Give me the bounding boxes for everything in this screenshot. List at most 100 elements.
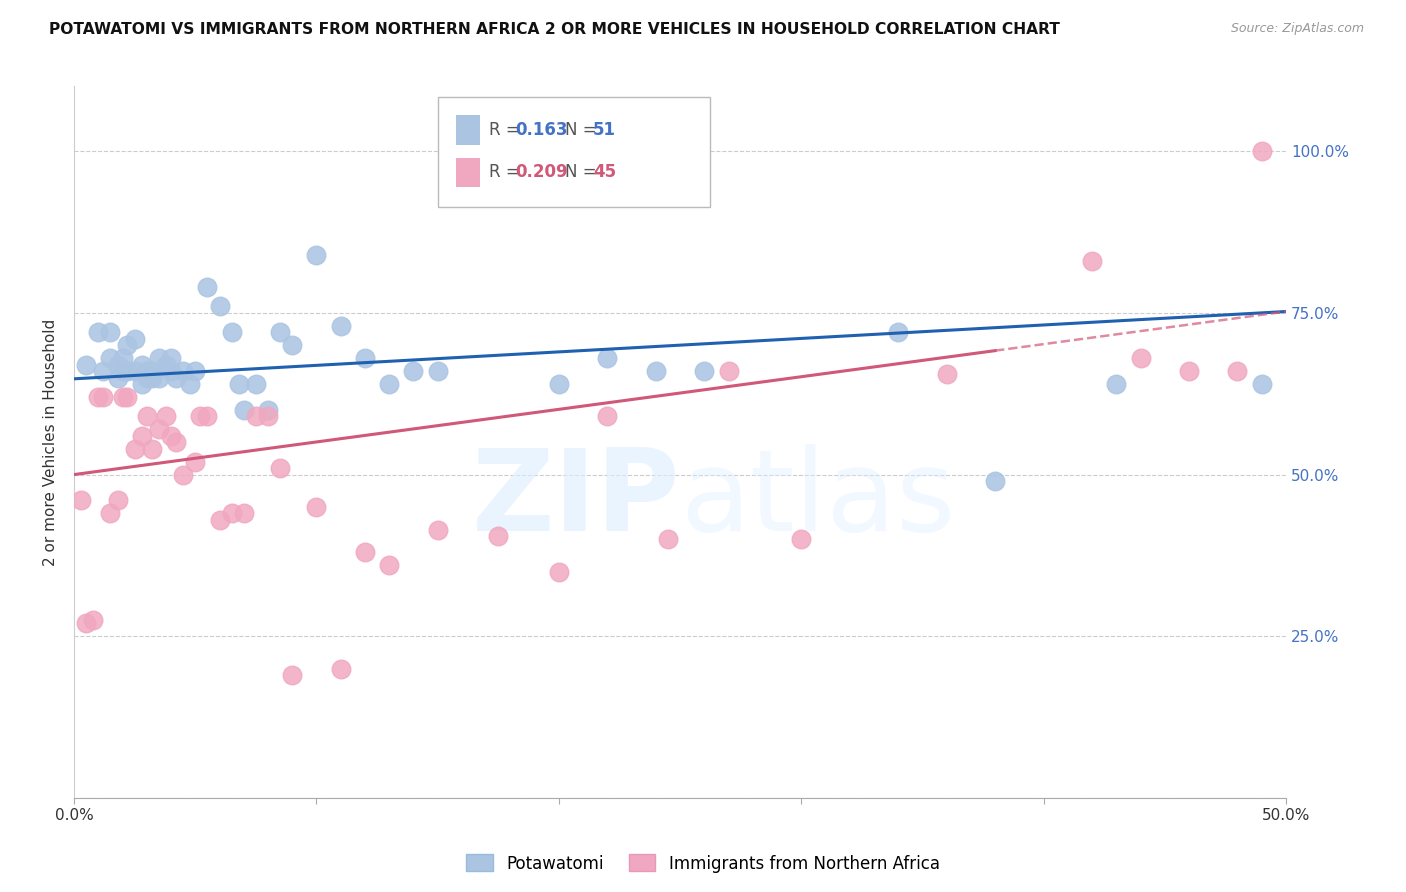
Point bbox=[82, 613, 104, 627]
Point bbox=[148, 351, 170, 365]
FancyBboxPatch shape bbox=[456, 115, 479, 145]
Point bbox=[70, 493, 93, 508]
Point bbox=[221, 325, 243, 339]
Text: 51: 51 bbox=[593, 120, 616, 139]
Point bbox=[1105, 376, 1128, 391]
Point bbox=[124, 364, 146, 378]
FancyBboxPatch shape bbox=[456, 158, 479, 187]
Point bbox=[124, 442, 146, 456]
Point bbox=[1226, 364, 1249, 378]
Point bbox=[657, 533, 679, 547]
Point bbox=[165, 370, 187, 384]
Point bbox=[547, 565, 569, 579]
Point bbox=[305, 247, 328, 261]
Point bbox=[107, 370, 129, 384]
Point bbox=[232, 507, 254, 521]
Text: N =: N = bbox=[565, 120, 602, 139]
Point bbox=[1081, 254, 1104, 268]
Point bbox=[197, 280, 219, 294]
Point bbox=[148, 422, 170, 436]
Text: R =: R = bbox=[488, 120, 524, 139]
Point bbox=[141, 370, 163, 384]
Point bbox=[100, 325, 122, 339]
Text: Source: ZipAtlas.com: Source: ZipAtlas.com bbox=[1230, 22, 1364, 36]
Point bbox=[141, 364, 163, 378]
Point bbox=[131, 376, 153, 391]
Text: R =: R = bbox=[488, 163, 524, 181]
Point bbox=[155, 358, 177, 372]
Point bbox=[1250, 144, 1272, 158]
Point bbox=[117, 364, 139, 378]
Point bbox=[111, 364, 134, 378]
Text: POTAWATOMI VS IMMIGRANTS FROM NORTHERN AFRICA 2 OR MORE VEHICLES IN HOUSEHOLD CO: POTAWATOMI VS IMMIGRANTS FROM NORTHERN A… bbox=[49, 22, 1060, 37]
Point bbox=[305, 500, 328, 514]
Point bbox=[208, 513, 231, 527]
Point bbox=[329, 318, 352, 333]
Point bbox=[75, 358, 97, 372]
Point bbox=[245, 409, 267, 424]
Text: 45: 45 bbox=[593, 163, 616, 181]
Point bbox=[160, 428, 183, 442]
Point bbox=[790, 533, 813, 547]
Point bbox=[354, 351, 377, 365]
Point bbox=[486, 529, 509, 543]
Point bbox=[197, 409, 219, 424]
Point bbox=[1129, 351, 1152, 365]
Text: ZIP: ZIP bbox=[471, 443, 681, 555]
Point bbox=[547, 376, 569, 391]
Point bbox=[354, 545, 377, 559]
Point bbox=[111, 351, 134, 365]
Point bbox=[117, 338, 139, 352]
Point bbox=[87, 325, 110, 339]
Point bbox=[1250, 376, 1272, 391]
Point bbox=[232, 402, 254, 417]
Point bbox=[160, 351, 183, 365]
Point bbox=[188, 409, 211, 424]
Point bbox=[402, 364, 425, 378]
Text: atlas: atlas bbox=[681, 443, 955, 555]
Point bbox=[179, 376, 201, 391]
Point bbox=[221, 507, 243, 521]
Point bbox=[281, 668, 304, 682]
Point bbox=[257, 402, 280, 417]
Point bbox=[124, 332, 146, 346]
Point bbox=[91, 390, 114, 404]
Point bbox=[1178, 364, 1201, 378]
Point bbox=[717, 364, 740, 378]
Point bbox=[107, 493, 129, 508]
Point bbox=[172, 467, 194, 482]
Point bbox=[100, 507, 122, 521]
Text: 0.163: 0.163 bbox=[515, 120, 568, 139]
Point bbox=[693, 364, 716, 378]
Point bbox=[329, 662, 352, 676]
Point bbox=[87, 390, 110, 404]
Point bbox=[155, 409, 177, 424]
Point bbox=[281, 338, 304, 352]
Point bbox=[208, 299, 231, 313]
Point bbox=[91, 364, 114, 378]
Point bbox=[644, 364, 666, 378]
Point bbox=[75, 616, 97, 631]
Point bbox=[165, 435, 187, 450]
Point bbox=[269, 325, 291, 339]
Point bbox=[141, 442, 163, 456]
Point bbox=[184, 364, 207, 378]
Point bbox=[378, 376, 401, 391]
Point bbox=[135, 370, 157, 384]
Point bbox=[228, 376, 250, 391]
Point bbox=[131, 428, 153, 442]
Point bbox=[117, 390, 139, 404]
Point bbox=[984, 474, 1007, 488]
Point bbox=[107, 358, 129, 372]
Point bbox=[131, 358, 153, 372]
Y-axis label: 2 or more Vehicles in Household: 2 or more Vehicles in Household bbox=[44, 318, 58, 566]
Point bbox=[245, 376, 267, 391]
Point bbox=[887, 325, 910, 339]
Point bbox=[378, 558, 401, 573]
Point bbox=[172, 364, 194, 378]
Point bbox=[160, 364, 183, 378]
Point bbox=[596, 409, 619, 424]
Point bbox=[148, 370, 170, 384]
Point bbox=[135, 364, 157, 378]
Legend: Potawatomi, Immigrants from Northern Africa: Potawatomi, Immigrants from Northern Afr… bbox=[460, 847, 946, 880]
